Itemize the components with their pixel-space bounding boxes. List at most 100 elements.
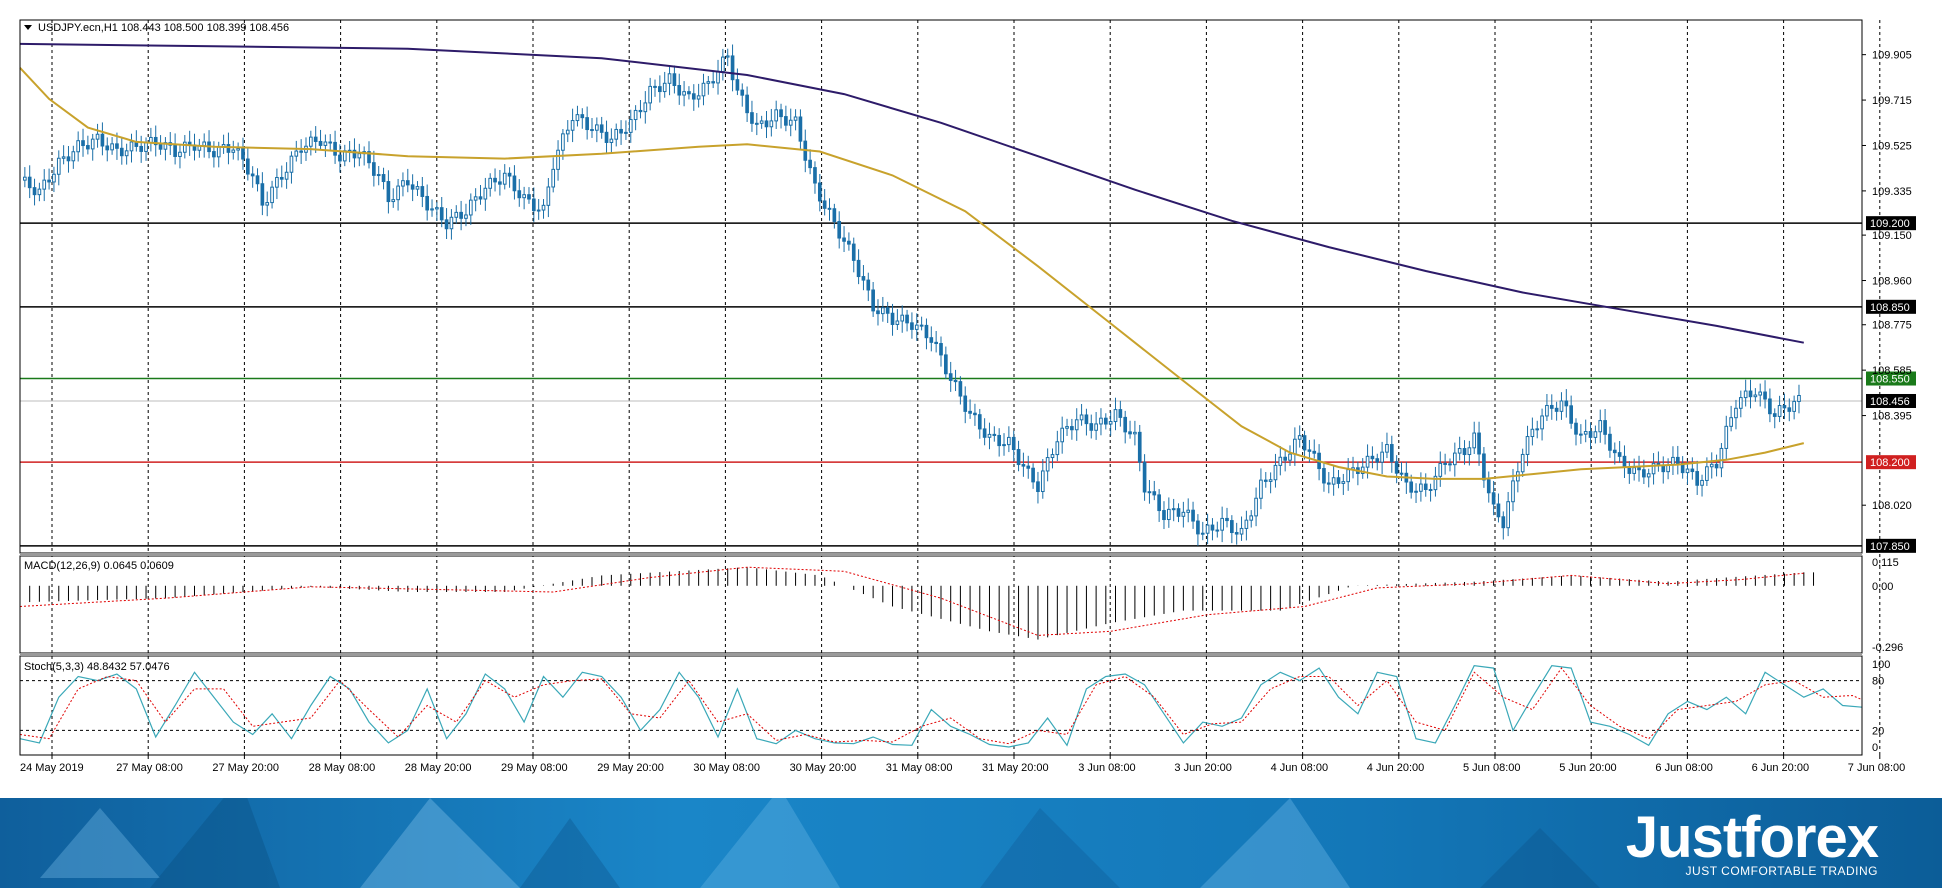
- candle-bear: [1230, 520, 1234, 534]
- candle-bear: [638, 109, 643, 113]
- decor-shape: [1480, 828, 1600, 888]
- x-tick-label: 29 May 08:00: [501, 762, 568, 774]
- candle-bear: [86, 145, 90, 150]
- candle-bear: [105, 145, 110, 151]
- candle-bear: [1118, 409, 1123, 418]
- candle-bull: [76, 140, 81, 153]
- candle-bear: [764, 120, 769, 128]
- candle-bear: [1031, 467, 1035, 483]
- candle-bear: [1617, 452, 1622, 457]
- candle-bull: [1598, 420, 1603, 433]
- candle-bull: [270, 186, 274, 204]
- candle-bull: [430, 208, 434, 211]
- candle-bear: [1036, 481, 1040, 493]
- candle-bear: [1603, 420, 1607, 435]
- candle-bear: [590, 129, 594, 132]
- candle-bear: [1389, 444, 1394, 463]
- candle-bear: [250, 173, 255, 177]
- dropdown-arrow-icon[interactable]: [24, 25, 32, 30]
- candle-bear: [817, 182, 822, 202]
- candle-bull: [1651, 462, 1656, 475]
- candle-bear: [1399, 472, 1404, 475]
- candle-bear: [119, 147, 124, 157]
- candle-bear: [1225, 517, 1229, 522]
- candle-bear: [1322, 468, 1326, 484]
- candle-bear: [1196, 520, 1200, 535]
- candle-bull: [1108, 421, 1113, 425]
- candle-bear: [885, 307, 890, 314]
- candle-bear: [1482, 453, 1486, 481]
- candle-bear: [982, 428, 987, 438]
- candle-bear: [822, 200, 827, 209]
- candle-bull: [231, 149, 236, 153]
- candle-bull: [1220, 517, 1224, 531]
- candle-bear: [173, 144, 177, 157]
- candle-bull: [1244, 519, 1249, 529]
- candle-bear: [944, 354, 948, 375]
- candle-bull: [1065, 426, 1069, 429]
- decor-shape: [40, 808, 160, 878]
- x-tick-label: 29 May 20:00: [597, 762, 664, 774]
- horizontal-levels: 109.200 108.850 108.550 108.456 108.200 107.8…: [20, 216, 1916, 553]
- candle-bull: [23, 176, 27, 181]
- candle-bull: [294, 150, 299, 157]
- stoch-tick-label: 100: [1872, 659, 1890, 671]
- candle-bull: [90, 138, 95, 150]
- candle-bull: [357, 153, 362, 159]
- candle-bull: [1419, 483, 1423, 492]
- candle-bear: [910, 322, 914, 330]
- candle-bear: [299, 150, 303, 153]
- candle-bear: [1612, 449, 1617, 454]
- candle-bull: [1457, 448, 1462, 454]
- candle-bull: [454, 211, 459, 218]
- candle-bull: [396, 185, 400, 201]
- decor-shape: [360, 798, 520, 888]
- candle-bear: [1462, 448, 1467, 456]
- chart-canvas[interactable]: 109.200 108.850 108.550 108.456 108.200 107.8…: [0, 0, 1942, 798]
- candle-bear: [842, 237, 846, 242]
- candle-bull: [1002, 444, 1006, 447]
- candle-bear: [493, 177, 497, 183]
- candle-bull: [502, 172, 507, 185]
- candle-bear: [459, 211, 463, 219]
- candle-bull: [1205, 524, 1210, 534]
- candle-bull: [1293, 438, 1297, 455]
- candle-bull: [1685, 468, 1690, 474]
- candle-bear: [735, 79, 740, 91]
- candle-bear: [585, 117, 589, 131]
- candle-bull: [1593, 431, 1598, 438]
- candle-bear: [328, 141, 333, 144]
- y-tick-label: 109.715: [1872, 95, 1912, 107]
- candle-bear: [1016, 449, 1021, 466]
- decor-shape: [150, 798, 280, 888]
- candle-bear: [905, 314, 909, 324]
- candle-bull: [900, 314, 905, 322]
- candle-bull: [1147, 491, 1152, 494]
- candle-bear: [851, 243, 856, 261]
- justforex-logo[interactable]: Justforex: [1625, 805, 1879, 870]
- candle-bull: [1171, 508, 1176, 511]
- candle-bull: [284, 171, 289, 180]
- ma-line: [19, 67, 1805, 480]
- candle-bull: [1583, 431, 1588, 435]
- panel-separator: [20, 653, 1862, 656]
- candle-bull: [1646, 473, 1651, 478]
- candle-bull: [1530, 428, 1535, 438]
- candle-bull: [1719, 447, 1724, 469]
- candle-bull: [56, 157, 61, 175]
- candle-bear: [1191, 509, 1195, 522]
- candle-bull: [1380, 451, 1384, 463]
- candle-bull: [1743, 390, 1748, 399]
- decor-shape: [520, 818, 620, 888]
- macd-title: MACD(12,26,9) 0.0645 0.0609: [24, 560, 174, 572]
- candle-bull: [1797, 395, 1801, 402]
- candle-bear: [580, 114, 585, 119]
- candle-bear: [599, 124, 604, 133]
- candle-bear: [997, 434, 1002, 447]
- candle-bull: [488, 177, 493, 189]
- candle-bear: [1070, 426, 1074, 431]
- candle-bear: [1695, 471, 1700, 486]
- candle-bear: [1477, 432, 1481, 455]
- candle-bear: [1394, 461, 1399, 474]
- candle-bear: [512, 175, 517, 192]
